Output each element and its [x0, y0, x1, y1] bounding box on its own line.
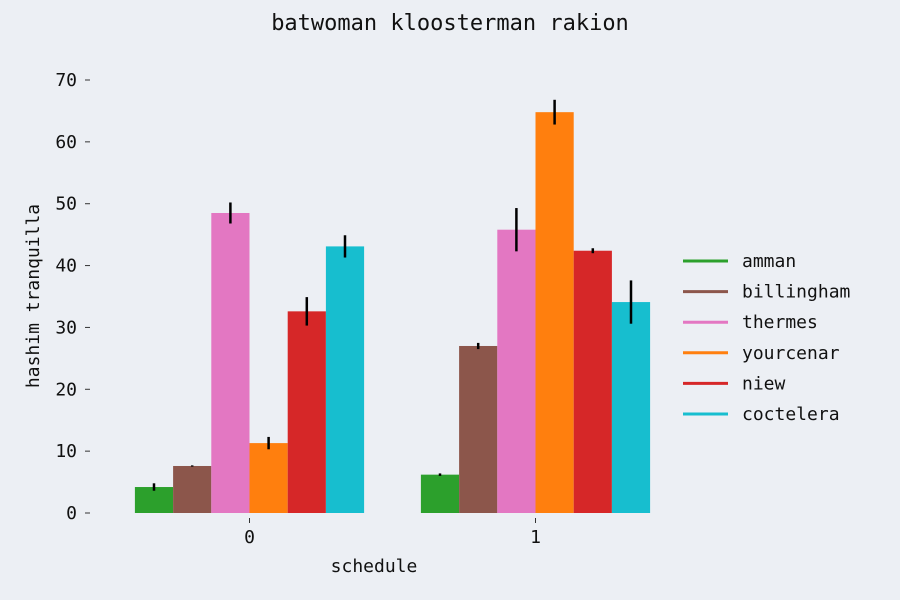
y-tick-label: 20	[55, 379, 77, 400]
x-tick-label: 1	[530, 527, 541, 548]
bar-niew-0	[287, 311, 326, 513]
y-tick-label: 50	[55, 194, 77, 215]
bar-billingham-1	[459, 345, 498, 513]
legend-label-thermes: thermes	[742, 312, 818, 333]
bar-thermes-0	[211, 212, 250, 513]
y-tick-label: 30	[55, 317, 77, 338]
y-tick-label: 70	[55, 70, 77, 91]
y-tick-label: 10	[55, 441, 77, 462]
legend-label-yourcenar: yourcenar	[742, 343, 840, 364]
y-tick-label: 40	[55, 256, 77, 277]
bar-amman-1	[420, 474, 460, 513]
legend-label-coctelera: coctelera	[742, 404, 840, 425]
y-tick-label: 60	[55, 132, 77, 153]
bar-billingham-0	[173, 465, 212, 513]
bar-yourcenar-0	[249, 443, 288, 513]
legend-label-niew: niew	[742, 373, 786, 394]
bar-niew-1	[573, 250, 612, 513]
y-axis-label: hashim tranquilla	[23, 204, 44, 388]
x-tick-label: 0	[244, 527, 255, 548]
y-tick-label: 0	[66, 503, 77, 524]
bar-amman-0	[134, 487, 174, 513]
bar-thermes-1	[497, 229, 536, 514]
bar-coctelera-1	[611, 302, 651, 513]
legend: amman billingham thermes yourcenar niew cocte…	[683, 251, 850, 425]
legend-label-billingham: billingham	[742, 282, 850, 303]
x-axis-label: schedule	[331, 556, 418, 577]
legend-label-amman: amman	[742, 251, 796, 272]
bars	[134, 99, 651, 514]
bar-yourcenar-1	[535, 112, 574, 513]
y-axis: 0 10 20 30 40 50 60 70	[55, 70, 90, 524]
chart-title: batwoman kloosterman rakion	[271, 11, 629, 36]
bar-coctelera-0	[325, 246, 365, 513]
